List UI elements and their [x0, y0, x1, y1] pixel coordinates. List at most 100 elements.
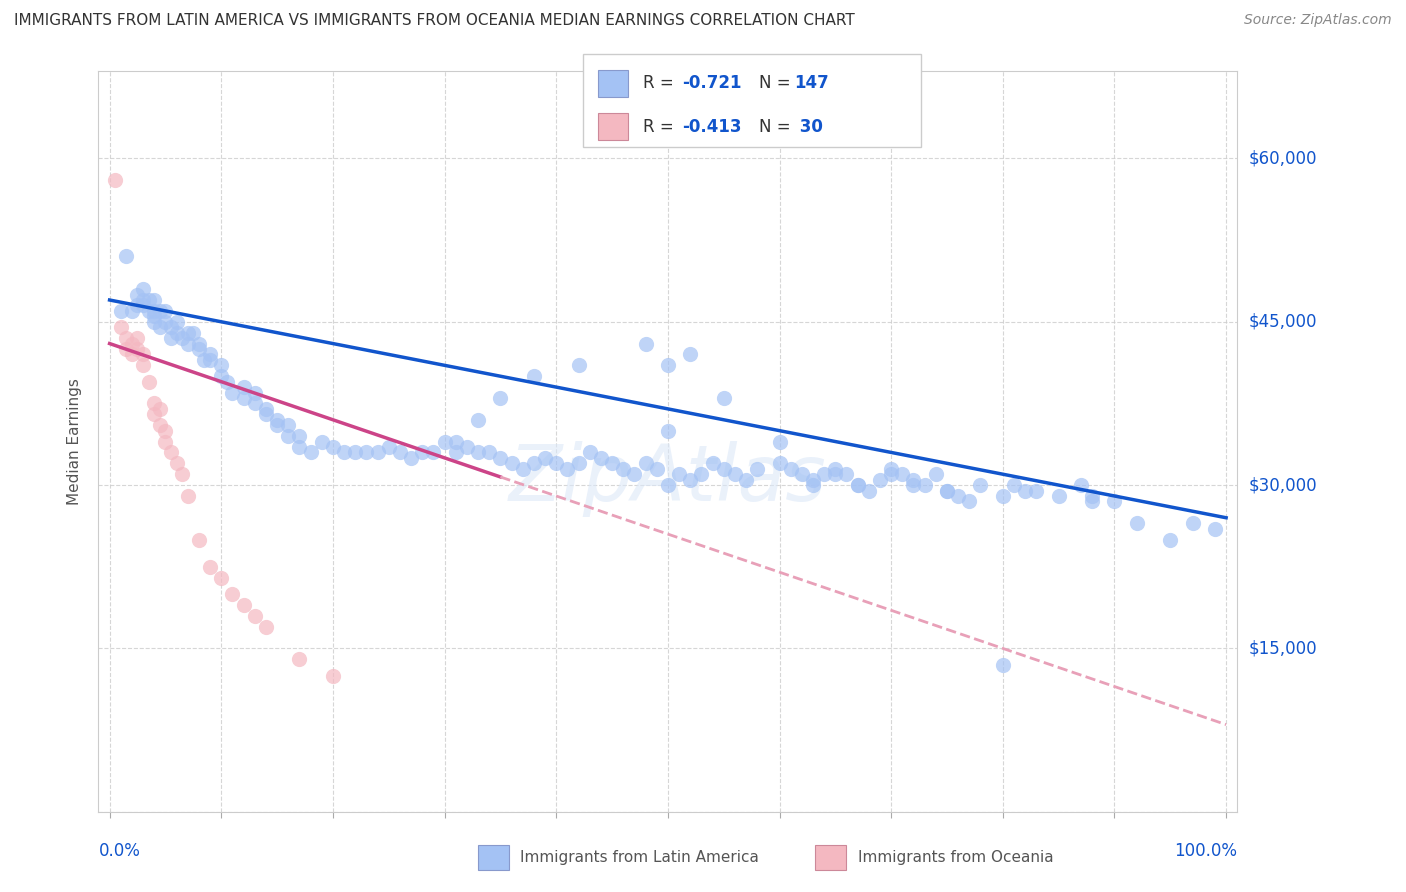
Point: [1002, 478, 1025, 492]
Point: [623, 467, 645, 482]
Point: [399, 450, 422, 465]
Text: -0.413: -0.413: [682, 118, 741, 136]
Text: 100.0%: 100.0%: [1174, 842, 1237, 860]
Point: [903, 478, 925, 492]
Text: -0.721: -0.721: [682, 75, 741, 93]
Point: [266, 413, 288, 427]
Point: [198, 347, 221, 361]
Point: [747, 462, 769, 476]
Point: [645, 462, 668, 476]
Point: [713, 391, 735, 405]
Point: [232, 380, 254, 394]
Text: R =: R =: [643, 75, 679, 93]
Point: [288, 652, 311, 666]
Text: Immigrants from Latin America: Immigrants from Latin America: [520, 850, 759, 864]
Text: Immigrants from Oceania: Immigrants from Oceania: [858, 850, 1053, 864]
Point: [215, 375, 238, 389]
Point: [1181, 516, 1204, 531]
Point: [1025, 483, 1047, 498]
Text: N =: N =: [759, 118, 796, 136]
Point: [936, 483, 959, 498]
Point: [344, 445, 367, 459]
Text: 0.0%: 0.0%: [98, 842, 141, 860]
Point: [1081, 494, 1104, 508]
Point: [467, 445, 489, 459]
Point: [846, 478, 869, 492]
Point: [936, 483, 959, 498]
Point: [1014, 483, 1036, 498]
Point: [388, 445, 411, 459]
Point: [668, 467, 690, 482]
Point: [254, 401, 277, 416]
Point: [534, 450, 557, 465]
Point: [523, 456, 546, 470]
Point: [322, 668, 344, 682]
Text: 30: 30: [794, 118, 824, 136]
Point: [132, 359, 155, 373]
Point: [679, 347, 702, 361]
Point: [177, 326, 200, 340]
Point: [768, 456, 790, 470]
Point: [433, 434, 456, 449]
Point: [600, 456, 623, 470]
Point: [132, 347, 155, 361]
Point: [115, 342, 138, 356]
Point: [858, 483, 880, 498]
Point: [121, 347, 143, 361]
Point: [467, 413, 489, 427]
Point: [735, 473, 758, 487]
Text: N =: N =: [759, 75, 796, 93]
Point: [846, 478, 869, 492]
Point: [221, 385, 243, 400]
Point: [160, 445, 183, 459]
Point: [104, 173, 127, 187]
Point: [489, 391, 512, 405]
Text: Source: ZipAtlas.com: Source: ZipAtlas.com: [1244, 13, 1392, 28]
Point: [1070, 478, 1092, 492]
Point: [138, 375, 160, 389]
Point: [634, 456, 657, 470]
Point: [243, 608, 266, 623]
Point: [657, 359, 679, 373]
Point: [243, 396, 266, 410]
Point: [115, 331, 138, 345]
Point: [110, 320, 132, 334]
Point: [198, 559, 221, 574]
Point: [172, 331, 194, 345]
Point: [679, 473, 702, 487]
Point: [311, 434, 333, 449]
Point: [914, 478, 936, 492]
Point: [589, 450, 612, 465]
Point: [657, 478, 679, 492]
Text: $15,000: $15,000: [1249, 640, 1317, 657]
Point: [149, 304, 172, 318]
Point: [567, 456, 589, 470]
Point: [489, 450, 512, 465]
Text: 147: 147: [794, 75, 830, 93]
Point: [221, 587, 243, 601]
Point: [132, 293, 155, 307]
Point: [187, 342, 209, 356]
Point: [143, 407, 166, 421]
Point: [813, 467, 835, 482]
Point: [143, 304, 166, 318]
Point: [143, 293, 166, 307]
Point: [546, 456, 568, 470]
Point: [880, 467, 903, 482]
Point: [501, 456, 523, 470]
Point: [801, 478, 824, 492]
Point: [444, 434, 467, 449]
Point: [768, 434, 790, 449]
Point: [115, 250, 138, 264]
Point: [127, 298, 149, 312]
Point: [702, 456, 724, 470]
Point: [177, 336, 200, 351]
Point: [172, 467, 194, 482]
Point: [411, 445, 433, 459]
Text: $45,000: $45,000: [1249, 313, 1317, 331]
Point: [288, 440, 311, 454]
Point: [957, 494, 980, 508]
Point: [991, 657, 1014, 672]
Point: [143, 315, 166, 329]
Point: [121, 336, 143, 351]
